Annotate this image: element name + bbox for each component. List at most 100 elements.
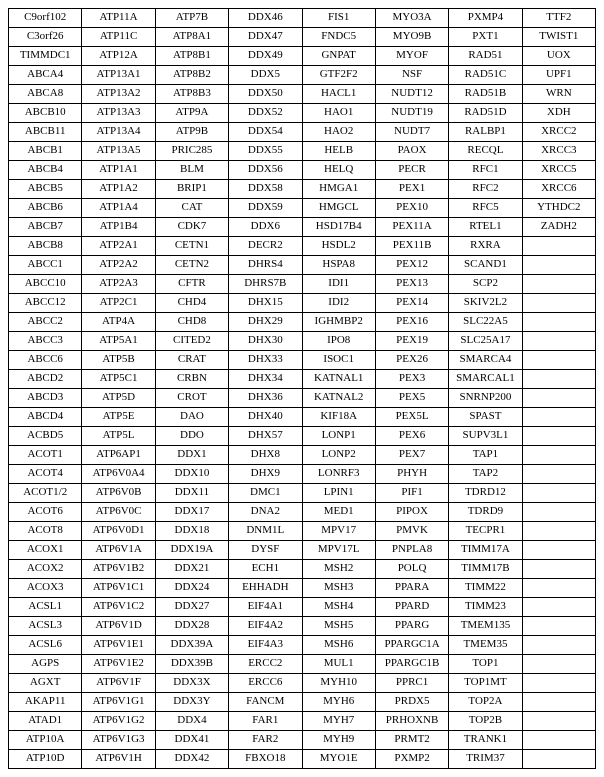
- table-cell: IPO8: [302, 332, 375, 351]
- table-cell: ATP1A2: [82, 180, 155, 199]
- table-cell: ACOX2: [9, 560, 82, 579]
- table-row: ABCB8ATP2A1CETN1DECR2HSDL2PEX11BRXRA: [9, 237, 596, 256]
- table-cell: ATP1A1: [82, 161, 155, 180]
- table-cell: TOP1MT: [449, 674, 522, 693]
- table-cell: HAO2: [302, 123, 375, 142]
- table-cell: GTF2F2: [302, 66, 375, 85]
- table-cell: ATP13A5: [82, 142, 155, 161]
- table-row: AGPSATP6V1E2DDX39BERCC2MUL1PPARGC1BTOP1: [9, 655, 596, 674]
- table-cell: DHX30: [229, 332, 302, 351]
- table-cell: DHX40: [229, 408, 302, 427]
- table-cell: C9orf102: [9, 9, 82, 28]
- table-cell: ATP6V1G1: [82, 693, 155, 712]
- table-cell: ECH1: [229, 560, 302, 579]
- table-cell: ACBD5: [9, 427, 82, 446]
- table-cell: HELB: [302, 142, 375, 161]
- table-row: C9orf102ATP11AATP7BDDX46FIS1MYO3APXMP4TT…: [9, 9, 596, 28]
- table-cell: ATP5D: [82, 389, 155, 408]
- table-row: ABCB10ATP13A3ATP9ADDX52HAO1NUDT19RAD51DX…: [9, 104, 596, 123]
- table-cell: ATP6V1G3: [82, 731, 155, 750]
- table-row: AKAP11ATP6V1G1DDX3YFANCMMYH6PRDX5TOP2A: [9, 693, 596, 712]
- table-cell: ATP11A: [82, 9, 155, 28]
- table-cell: MSH4: [302, 598, 375, 617]
- table-cell: TIMM23: [449, 598, 522, 617]
- table-cell: CAT: [155, 199, 228, 218]
- table-row: ACOT8ATP6V0D1DDX18DNM1LMPV17PMVKTECPR1: [9, 522, 596, 541]
- table-cell: DDX49: [229, 47, 302, 66]
- table-row: ACOT4ATP6V0A4DDX10DHX9LONRF3PHYHTAP2: [9, 465, 596, 484]
- table-cell: [522, 598, 595, 617]
- table-cell: GNPAT: [302, 47, 375, 66]
- table-cell: KIF18A: [302, 408, 375, 427]
- table-cell: ATP6V1G2: [82, 712, 155, 731]
- table-cell: ATP1A4: [82, 199, 155, 218]
- table-cell: XRCC2: [522, 123, 595, 142]
- table-row: ATAD1ATP6V1G2DDX4FAR1MYH7PRHOXNBTOP2B: [9, 712, 596, 731]
- table-cell: DDX50: [229, 85, 302, 104]
- table-cell: PEX13: [375, 275, 448, 294]
- table-cell: DDO: [155, 427, 228, 446]
- table-cell: ERCC6: [229, 674, 302, 693]
- table-row: ABCC2ATP4ACHD8DHX29IGHMBP2PEX16SLC22A5: [9, 313, 596, 332]
- table-cell: DDX18: [155, 522, 228, 541]
- table-cell: DDX47: [229, 28, 302, 47]
- table-cell: MSH5: [302, 617, 375, 636]
- table-cell: HMGCL: [302, 199, 375, 218]
- table-cell: ABCD4: [9, 408, 82, 427]
- table-cell: TDRD12: [449, 484, 522, 503]
- table-cell: LONRF3: [302, 465, 375, 484]
- table-cell: PEX14: [375, 294, 448, 313]
- table-cell: PHYH: [375, 465, 448, 484]
- table-cell: CRBN: [155, 370, 228, 389]
- table-cell: DDX5: [229, 66, 302, 85]
- table-cell: ATAD1: [9, 712, 82, 731]
- table-cell: ATP6V1E2: [82, 655, 155, 674]
- table-cell: [522, 484, 595, 503]
- table-cell: [522, 370, 595, 389]
- table-cell: ABCB10: [9, 104, 82, 123]
- table-cell: ATP8B1: [155, 47, 228, 66]
- table-cell: MSH6: [302, 636, 375, 655]
- table-cell: ATP6V0C: [82, 503, 155, 522]
- table-cell: RTEL1: [449, 218, 522, 237]
- table-cell: PEX6: [375, 427, 448, 446]
- table-row: ACOX2ATP6V1B2DDX21ECH1MSH2POLQTIMM17B: [9, 560, 596, 579]
- table-cell: ABCA8: [9, 85, 82, 104]
- table-cell: TAP2: [449, 465, 522, 484]
- table-cell: KATNAL2: [302, 389, 375, 408]
- table-cell: PEX7: [375, 446, 448, 465]
- table-cell: DDX19A: [155, 541, 228, 560]
- table-cell: AKAP11: [9, 693, 82, 712]
- table-cell: ACOT1/2: [9, 484, 82, 503]
- table-cell: XDH: [522, 104, 595, 123]
- table-row: ABCB4ATP1A1BLMDDX56HELQPECRRFC1XRCC5: [9, 161, 596, 180]
- table-cell: MYO3A: [375, 9, 448, 28]
- table-cell: RFC5: [449, 199, 522, 218]
- table-cell: ATP10D: [9, 750, 82, 769]
- table-cell: [522, 446, 595, 465]
- table-cell: TAP1: [449, 446, 522, 465]
- table-row: C3orf26ATP11CATP8A1DDX47FNDC5MYO9BPXT1TW…: [9, 28, 596, 47]
- table-cell: PPARD: [375, 598, 448, 617]
- table-cell: CITED2: [155, 332, 228, 351]
- table-cell: PMVK: [375, 522, 448, 541]
- table-cell: DDX10: [155, 465, 228, 484]
- table-cell: [522, 256, 595, 275]
- table-cell: DECR2: [229, 237, 302, 256]
- table-cell: DNA2: [229, 503, 302, 522]
- table-row: ACSL3ATP6V1DDDX28EIF4A2MSH5PPARGTMEM135: [9, 617, 596, 636]
- table-cell: SCAND1: [449, 256, 522, 275]
- table-cell: [522, 465, 595, 484]
- table-cell: ATP5C1: [82, 370, 155, 389]
- table-cell: DHX15: [229, 294, 302, 313]
- table-cell: POLQ: [375, 560, 448, 579]
- table-cell: ATP10A: [9, 731, 82, 750]
- table-cell: DDX41: [155, 731, 228, 750]
- table-cell: HSDL2: [302, 237, 375, 256]
- table-row: ABCC6ATP5BCRATDHX33ISOC1PEX26SMARCA4: [9, 351, 596, 370]
- table-cell: DDX11: [155, 484, 228, 503]
- table-cell: SMARCA4: [449, 351, 522, 370]
- table-cell: ATP7B: [155, 9, 228, 28]
- table-cell: AGPS: [9, 655, 82, 674]
- table-cell: DDX56: [229, 161, 302, 180]
